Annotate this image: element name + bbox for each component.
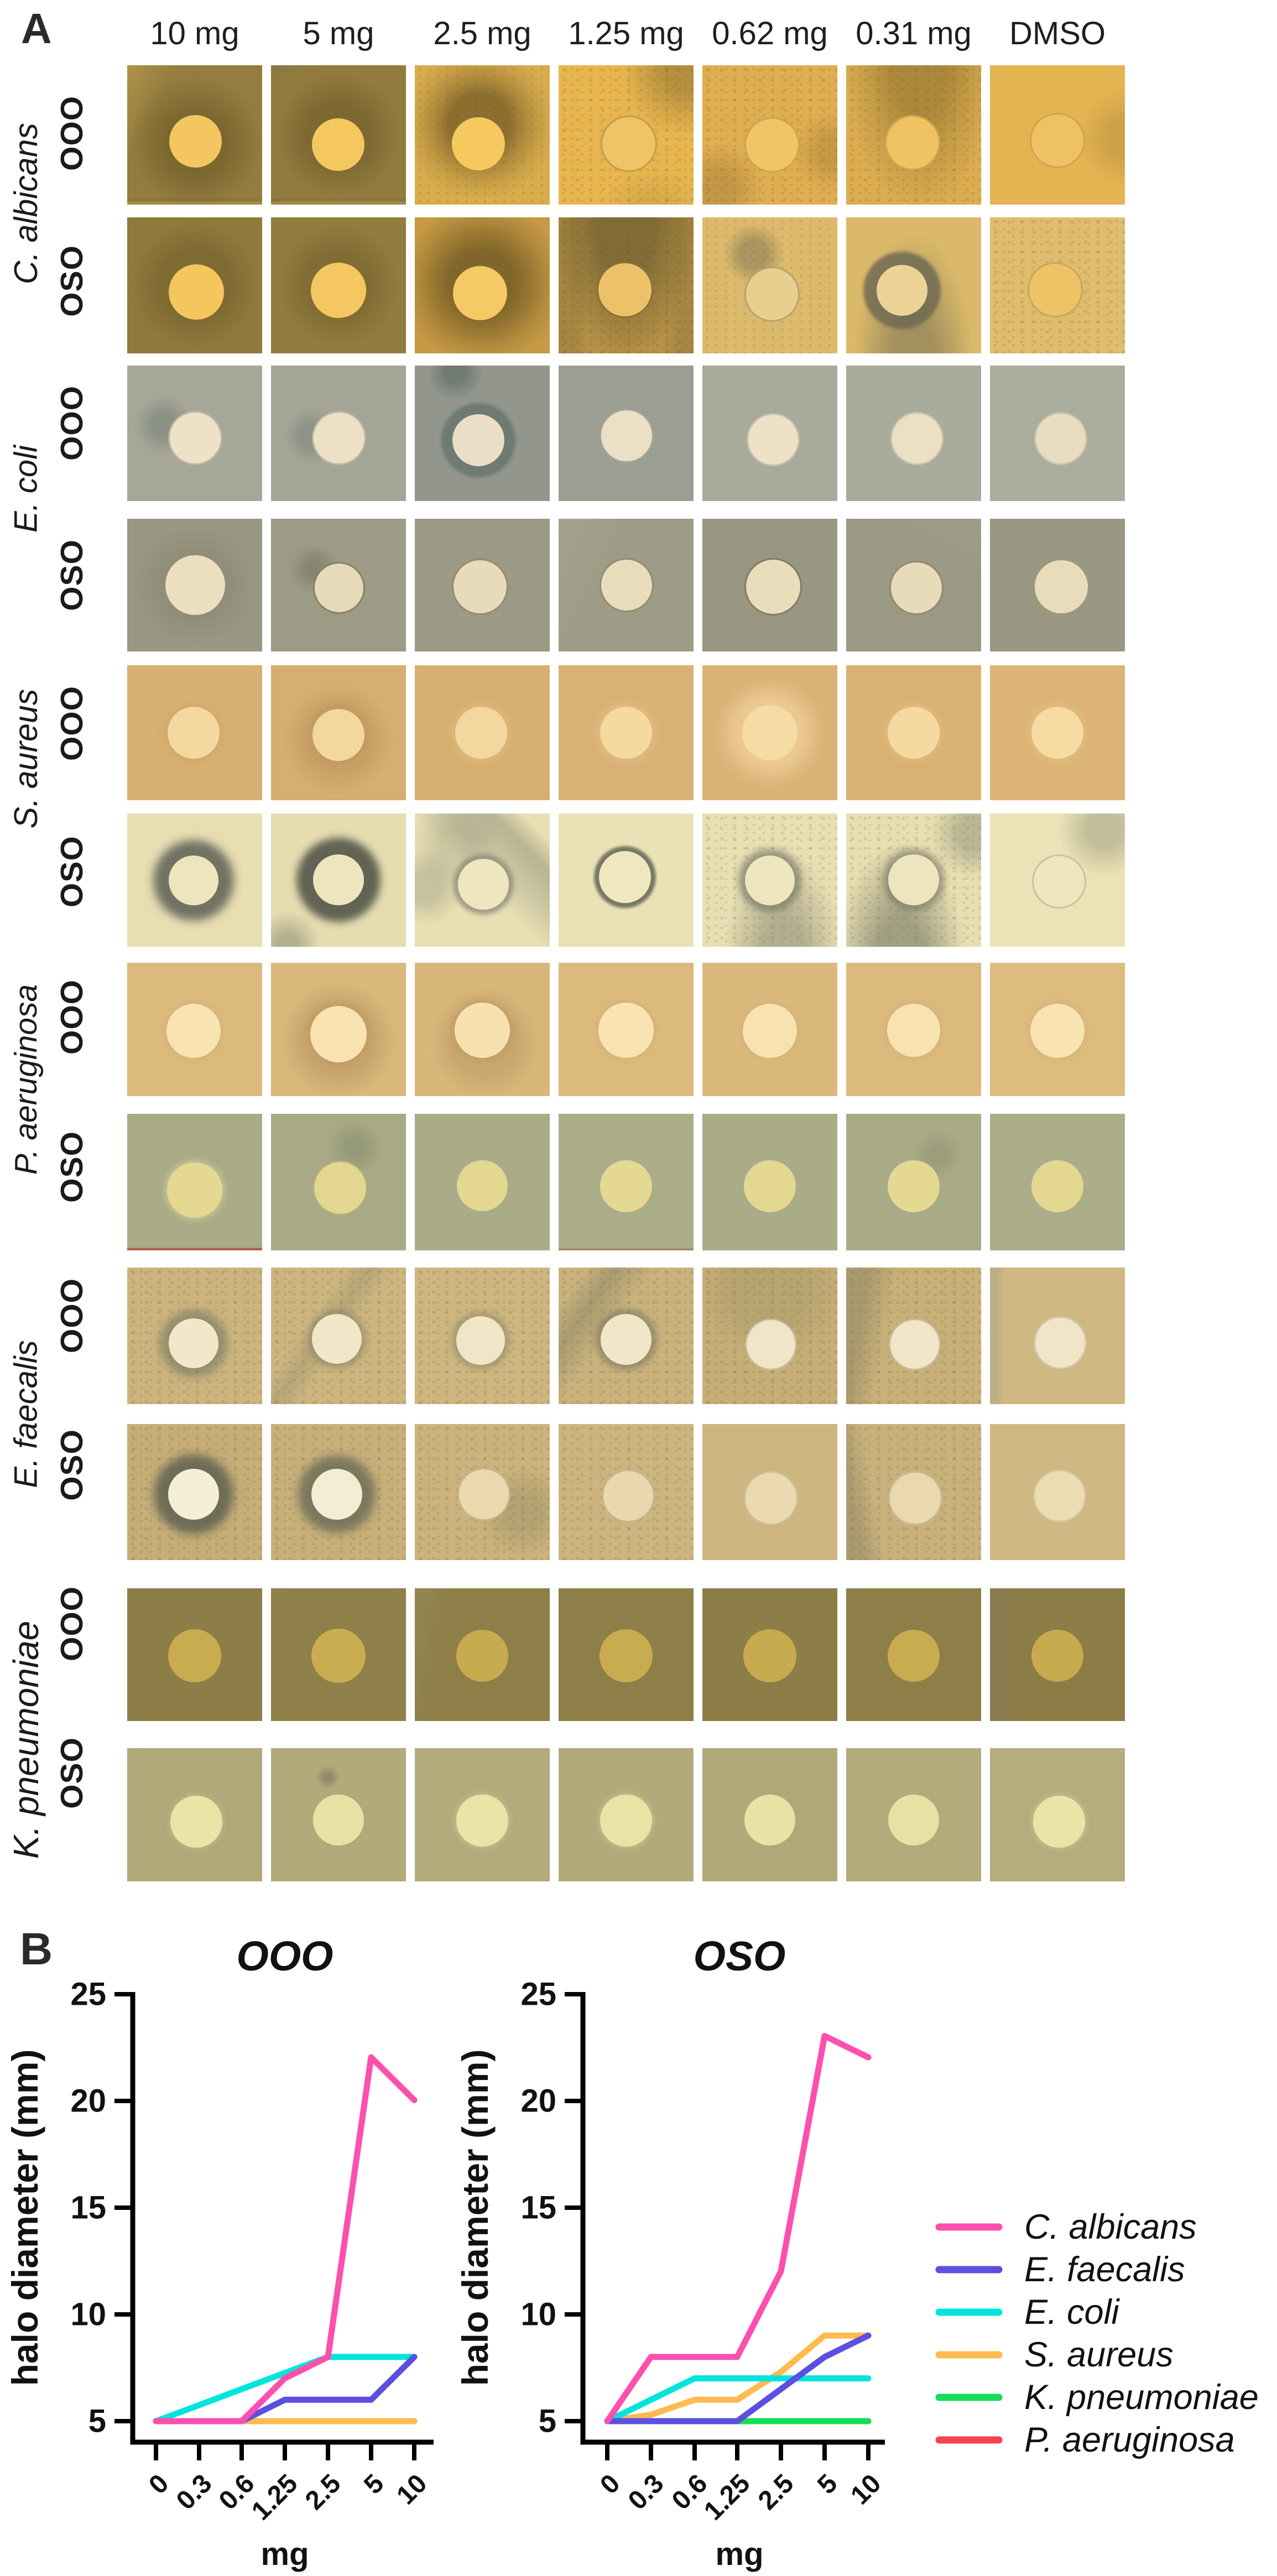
svg-text:25: 25 <box>70 1977 106 2012</box>
svg-text:0: 0 <box>595 2469 626 2500</box>
svg-text:5: 5 <box>88 2403 106 2439</box>
svg-text:15: 15 <box>520 2190 556 2226</box>
svg-text:1.25: 1.25 <box>699 2469 756 2526</box>
svg-text:2.5: 2.5 <box>300 2469 347 2516</box>
svg-text:25: 25 <box>520 1977 556 2012</box>
svg-text:OOO: OOO <box>236 1933 333 1979</box>
svg-text:10: 10 <box>520 2297 556 2333</box>
svg-text:0.3: 0.3 <box>623 2469 670 2516</box>
svg-text:halo diameter (mm): halo diameter (mm) <box>4 2050 45 2386</box>
svg-text:10: 10 <box>845 2469 887 2510</box>
svg-text:0: 0 <box>143 2469 174 2500</box>
svg-text:0.3: 0.3 <box>171 2469 218 2516</box>
svg-text:E. faecalis: E. faecalis <box>1024 2250 1185 2289</box>
svg-text:mg: mg <box>716 2536 764 2572</box>
svg-text:5: 5 <box>539 2403 556 2439</box>
svg-text:5: 5 <box>812 2469 843 2500</box>
svg-text:C. albicans: C. albicans <box>1024 2208 1197 2246</box>
svg-text:20: 20 <box>520 2083 556 2119</box>
svg-text:1.25: 1.25 <box>246 2469 304 2526</box>
svg-text:OSO: OSO <box>694 1933 786 1979</box>
svg-text:10: 10 <box>391 2469 432 2510</box>
svg-text:mg: mg <box>261 2536 309 2572</box>
svg-text:2.5: 2.5 <box>753 2469 800 2516</box>
svg-text:P. aeruginosa: P. aeruginosa <box>1024 2421 1235 2459</box>
svg-text:5: 5 <box>358 2469 389 2500</box>
svg-text:10: 10 <box>70 2297 106 2333</box>
svg-text:20: 20 <box>70 2083 106 2119</box>
svg-text:K. pneumoniae: K. pneumoniae <box>1024 2378 1259 2417</box>
svg-text:E. coli: E. coli <box>1024 2293 1120 2332</box>
svg-text:S. aureus: S. aureus <box>1024 2335 1174 2374</box>
svg-text:15: 15 <box>70 2190 106 2226</box>
svg-text:halo diameter (mm): halo diameter (mm) <box>455 2050 496 2386</box>
